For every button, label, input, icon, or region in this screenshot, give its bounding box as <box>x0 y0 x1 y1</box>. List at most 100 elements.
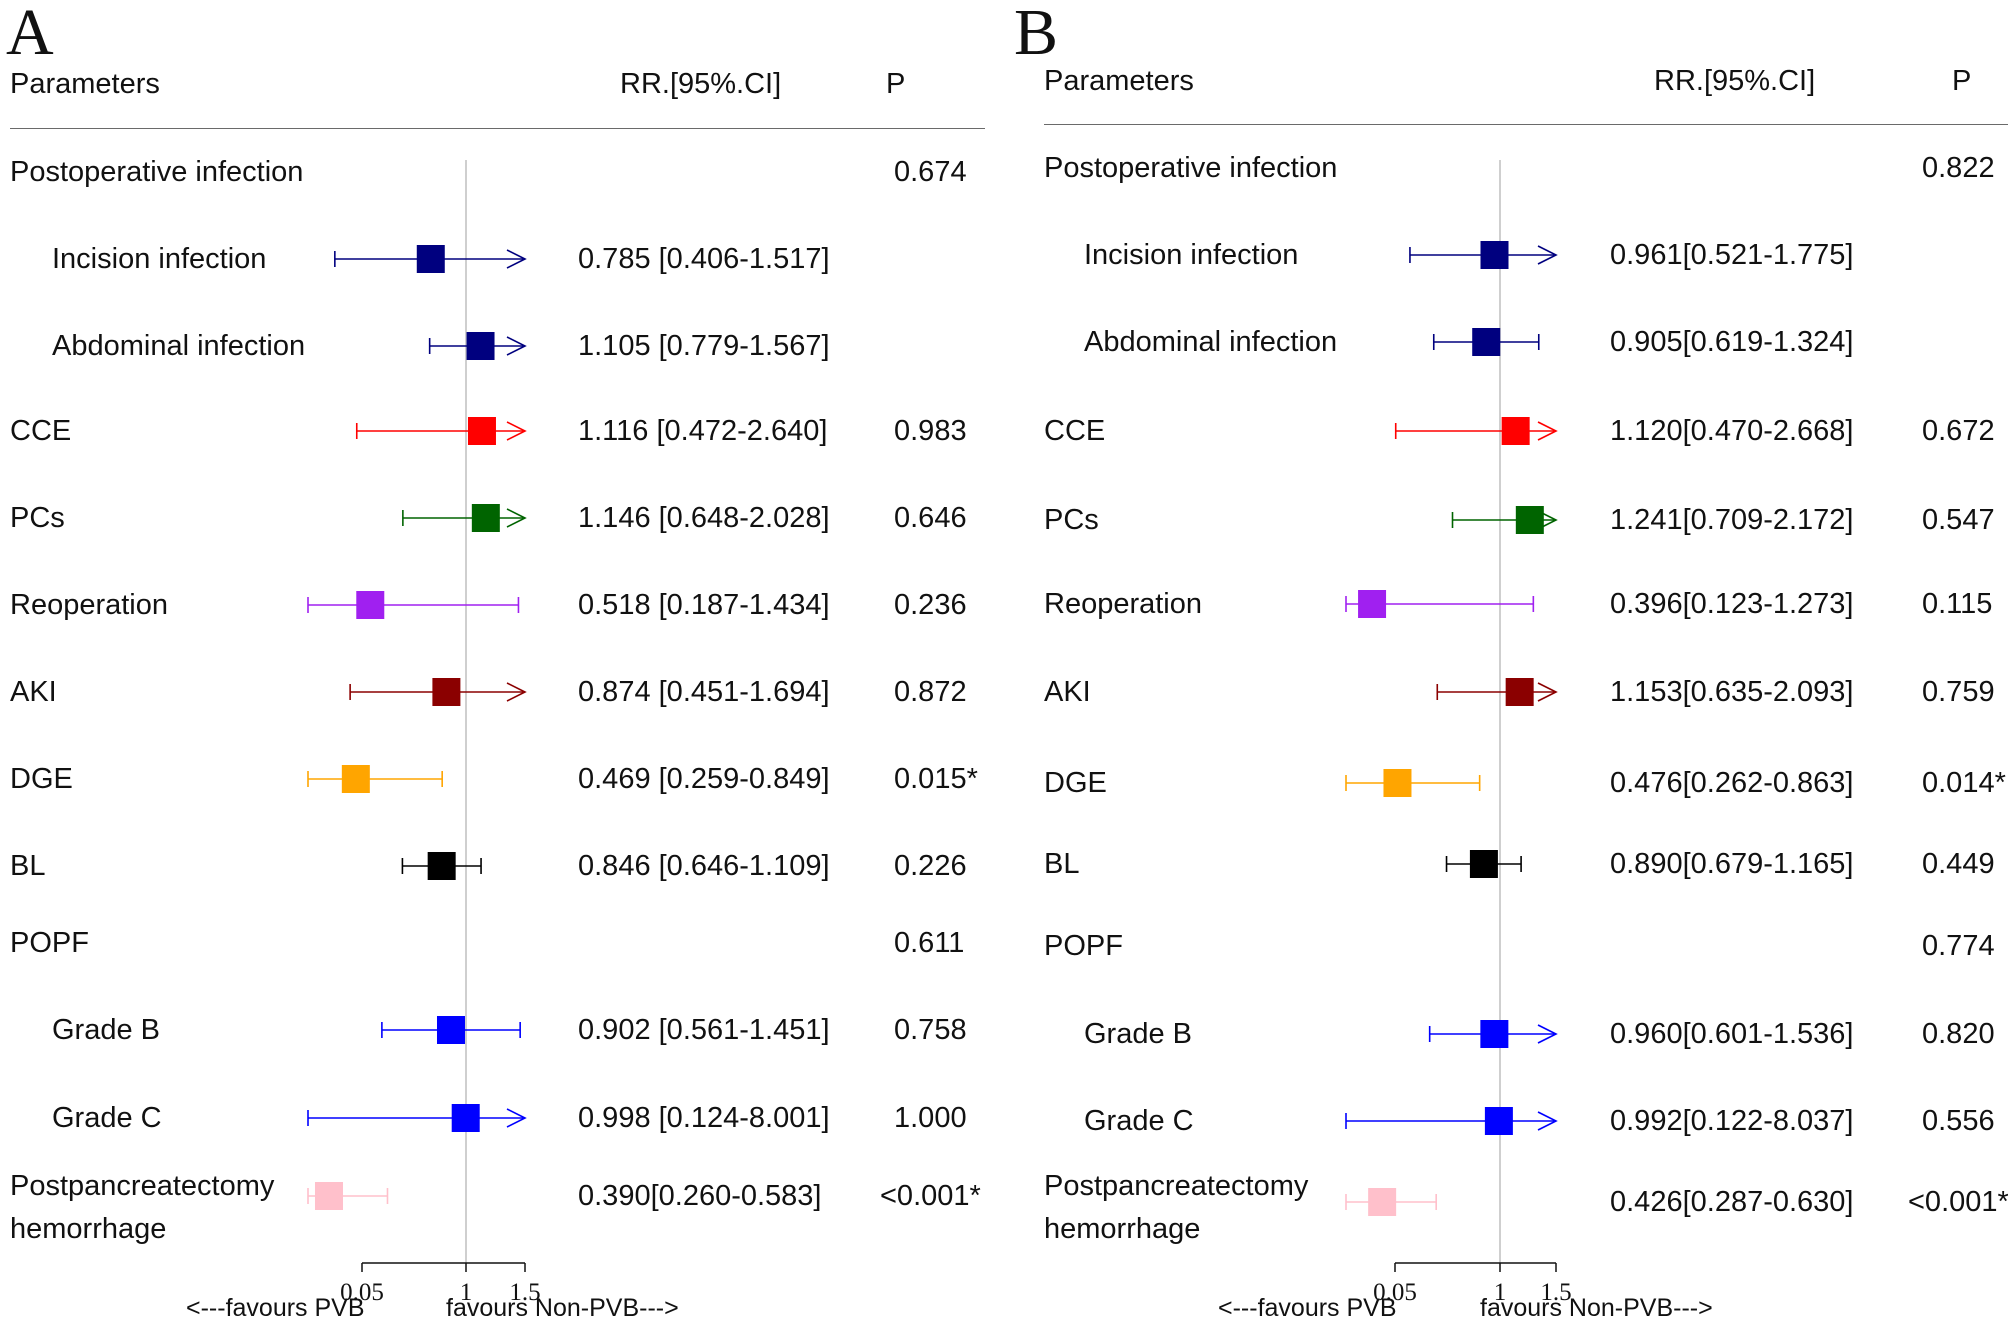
row-label: Incision infection <box>52 243 267 275</box>
row-label: Reoperation <box>1044 588 1202 620</box>
row-rr-ci: 0.992[0.122-8.037] <box>1610 1105 1854 1137</box>
header-parameters: Parameters <box>1044 65 1194 97</box>
row-p-value: 0.872 <box>894 676 967 708</box>
row-rr-ci: 0.902 [0.561-1.451] <box>578 1014 830 1046</box>
row-rr-ci: 0.905[0.619-1.324] <box>1610 326 1854 358</box>
row-label: Grade C <box>1084 1105 1194 1137</box>
row-rr-ci: 0.469 [0.259-0.849] <box>578 763 830 795</box>
row-label: PCs <box>1044 504 1099 536</box>
row-label: Postoperative infection <box>10 156 304 188</box>
header-rule <box>10 128 985 129</box>
rr-point <box>356 591 385 619</box>
row-p-value: 0.014* <box>1922 767 2006 799</box>
header-rr-ci: RR.[95%.CI] <box>620 68 782 100</box>
row-label: Grade B <box>52 1014 160 1046</box>
row-rr-ci: 1.146 [0.648-2.028] <box>578 502 830 534</box>
row-rr-ci: 0.961[0.521-1.775] <box>1610 239 1854 271</box>
row-p-value: 0.820 <box>1922 1018 1995 1050</box>
panel-letter: B <box>1014 0 1059 69</box>
rr-point <box>1469 850 1498 878</box>
row-rr-ci: 0.998 [0.124-8.001] <box>578 1102 830 1134</box>
row-rr-ci: 1.120[0.470-2.668] <box>1610 415 1854 447</box>
rr-point <box>1501 417 1530 445</box>
forest-plot-b <box>1345 160 1558 1272</box>
row-label-line2: hemorrhage <box>10 1213 167 1245</box>
x-tick-label: 0.05 <box>340 1279 384 1306</box>
panel-b: B Parameters RR.[95%.CI] P 0.05 1 1.5 <---favou… <box>1004 0 2008 1323</box>
rr-point <box>467 417 496 445</box>
rr-point <box>341 765 370 793</box>
row-rr-ci: 0.390[0.260-0.583] <box>578 1180 822 1212</box>
rr-point <box>436 1016 465 1044</box>
row-p-value: 0.774 <box>1922 930 1995 962</box>
row-p-value: 0.822 <box>1922 152 1995 184</box>
row-label: Abdominal infection <box>52 330 306 362</box>
row-rr-ci: 0.846 [0.646-1.109] <box>578 850 830 882</box>
row-label: POPF <box>1044 930 1123 962</box>
row-rr-ci: 0.426[0.287-0.630] <box>1610 1186 1854 1218</box>
row-label: PCs <box>10 502 65 534</box>
row-label: BL <box>10 850 46 882</box>
favours-right-label: favours Non-PVB---> <box>1480 1294 1713 1322</box>
row-label: AKI <box>10 676 57 708</box>
ci-arrow <box>506 682 527 702</box>
row-label: Grade C <box>52 1102 162 1134</box>
row-label: CCE <box>1044 415 1106 447</box>
header-p: P <box>886 68 906 100</box>
row-label: POPF <box>10 927 89 959</box>
row-label: CCE <box>10 415 72 447</box>
row-rr-ci: 0.518 [0.187-1.434] <box>578 589 830 621</box>
forest-plot-a <box>307 160 527 1272</box>
row-label-line2: hemorrhage <box>1044 1213 1201 1245</box>
row-label: AKI <box>1044 676 1091 708</box>
row-p-value: 0.556 <box>1922 1105 1995 1137</box>
ci-arrow <box>1537 1024 1558 1044</box>
x-tick-label: 1.5 <box>509 1279 541 1306</box>
rr-point <box>1358 590 1387 618</box>
row-label: Postpancreatectomy <box>1044 1170 1309 1202</box>
row-rr-ci: 0.476[0.262-0.863] <box>1610 767 1854 799</box>
ci-arrow <box>506 336 527 356</box>
header-rr-ci: RR.[95%.CI] <box>1654 65 1816 97</box>
row-label: DGE <box>1044 767 1107 799</box>
rr-point <box>451 1104 480 1132</box>
rr-point <box>1480 1020 1509 1048</box>
row-rr-ci: 0.890[0.679-1.165] <box>1610 848 1854 880</box>
x-tick-label: 1.5 <box>1540 1279 1572 1306</box>
ci-arrow <box>506 249 527 269</box>
panel-letter: A <box>6 0 54 69</box>
row-rr-ci: 0.785 [0.406-1.517] <box>578 243 830 275</box>
row-p-value: 0.115 <box>1922 588 1993 620</box>
rr-point <box>1472 328 1501 356</box>
row-label: Incision infection <box>1084 239 1299 271</box>
header-rule <box>1044 124 2008 125</box>
row-p-value: 1.000 <box>894 1102 967 1134</box>
rr-point <box>427 852 456 880</box>
row-p-value: 0.758 <box>894 1014 967 1046</box>
row-label: Postoperative infection <box>1044 152 1338 184</box>
rr-point <box>1505 678 1534 706</box>
row-label: Postpancreatectomy <box>10 1170 275 1202</box>
rr-point <box>1383 769 1412 797</box>
ci-arrow <box>1537 510 1558 530</box>
rr-point <box>1484 1107 1513 1135</box>
ci-arrow <box>1537 1111 1558 1131</box>
row-p-value: 0.672 <box>1922 415 1995 447</box>
row-rr-ci: 0.874 [0.451-1.694] <box>578 676 830 708</box>
row-p-value: 0.449 <box>1922 848 1995 880</box>
row-label: Abdominal infection <box>1084 326 1338 358</box>
ci-arrow <box>1537 245 1558 265</box>
row-label: DGE <box>10 763 73 795</box>
ci-arrow <box>506 508 527 528</box>
row-p-value: <0.001* <box>880 1180 981 1212</box>
ci-arrow <box>1537 682 1558 702</box>
row-rr-ci: 0.396[0.123-1.273] <box>1610 588 1854 620</box>
rr-point <box>314 1182 343 1210</box>
x-tick-label: 1 <box>1493 1279 1507 1306</box>
panel-a: A Parameters RR.[95%.CI] P 0.05 1 1.5 <---favou… <box>6 0 985 1321</box>
favours-left-label: <---favours PVB <box>1218 1294 1397 1322</box>
row-p-value: 0.015* <box>894 763 978 795</box>
ci-arrow <box>506 1108 527 1128</box>
rr-point <box>466 332 495 360</box>
header-parameters: Parameters <box>10 68 160 100</box>
